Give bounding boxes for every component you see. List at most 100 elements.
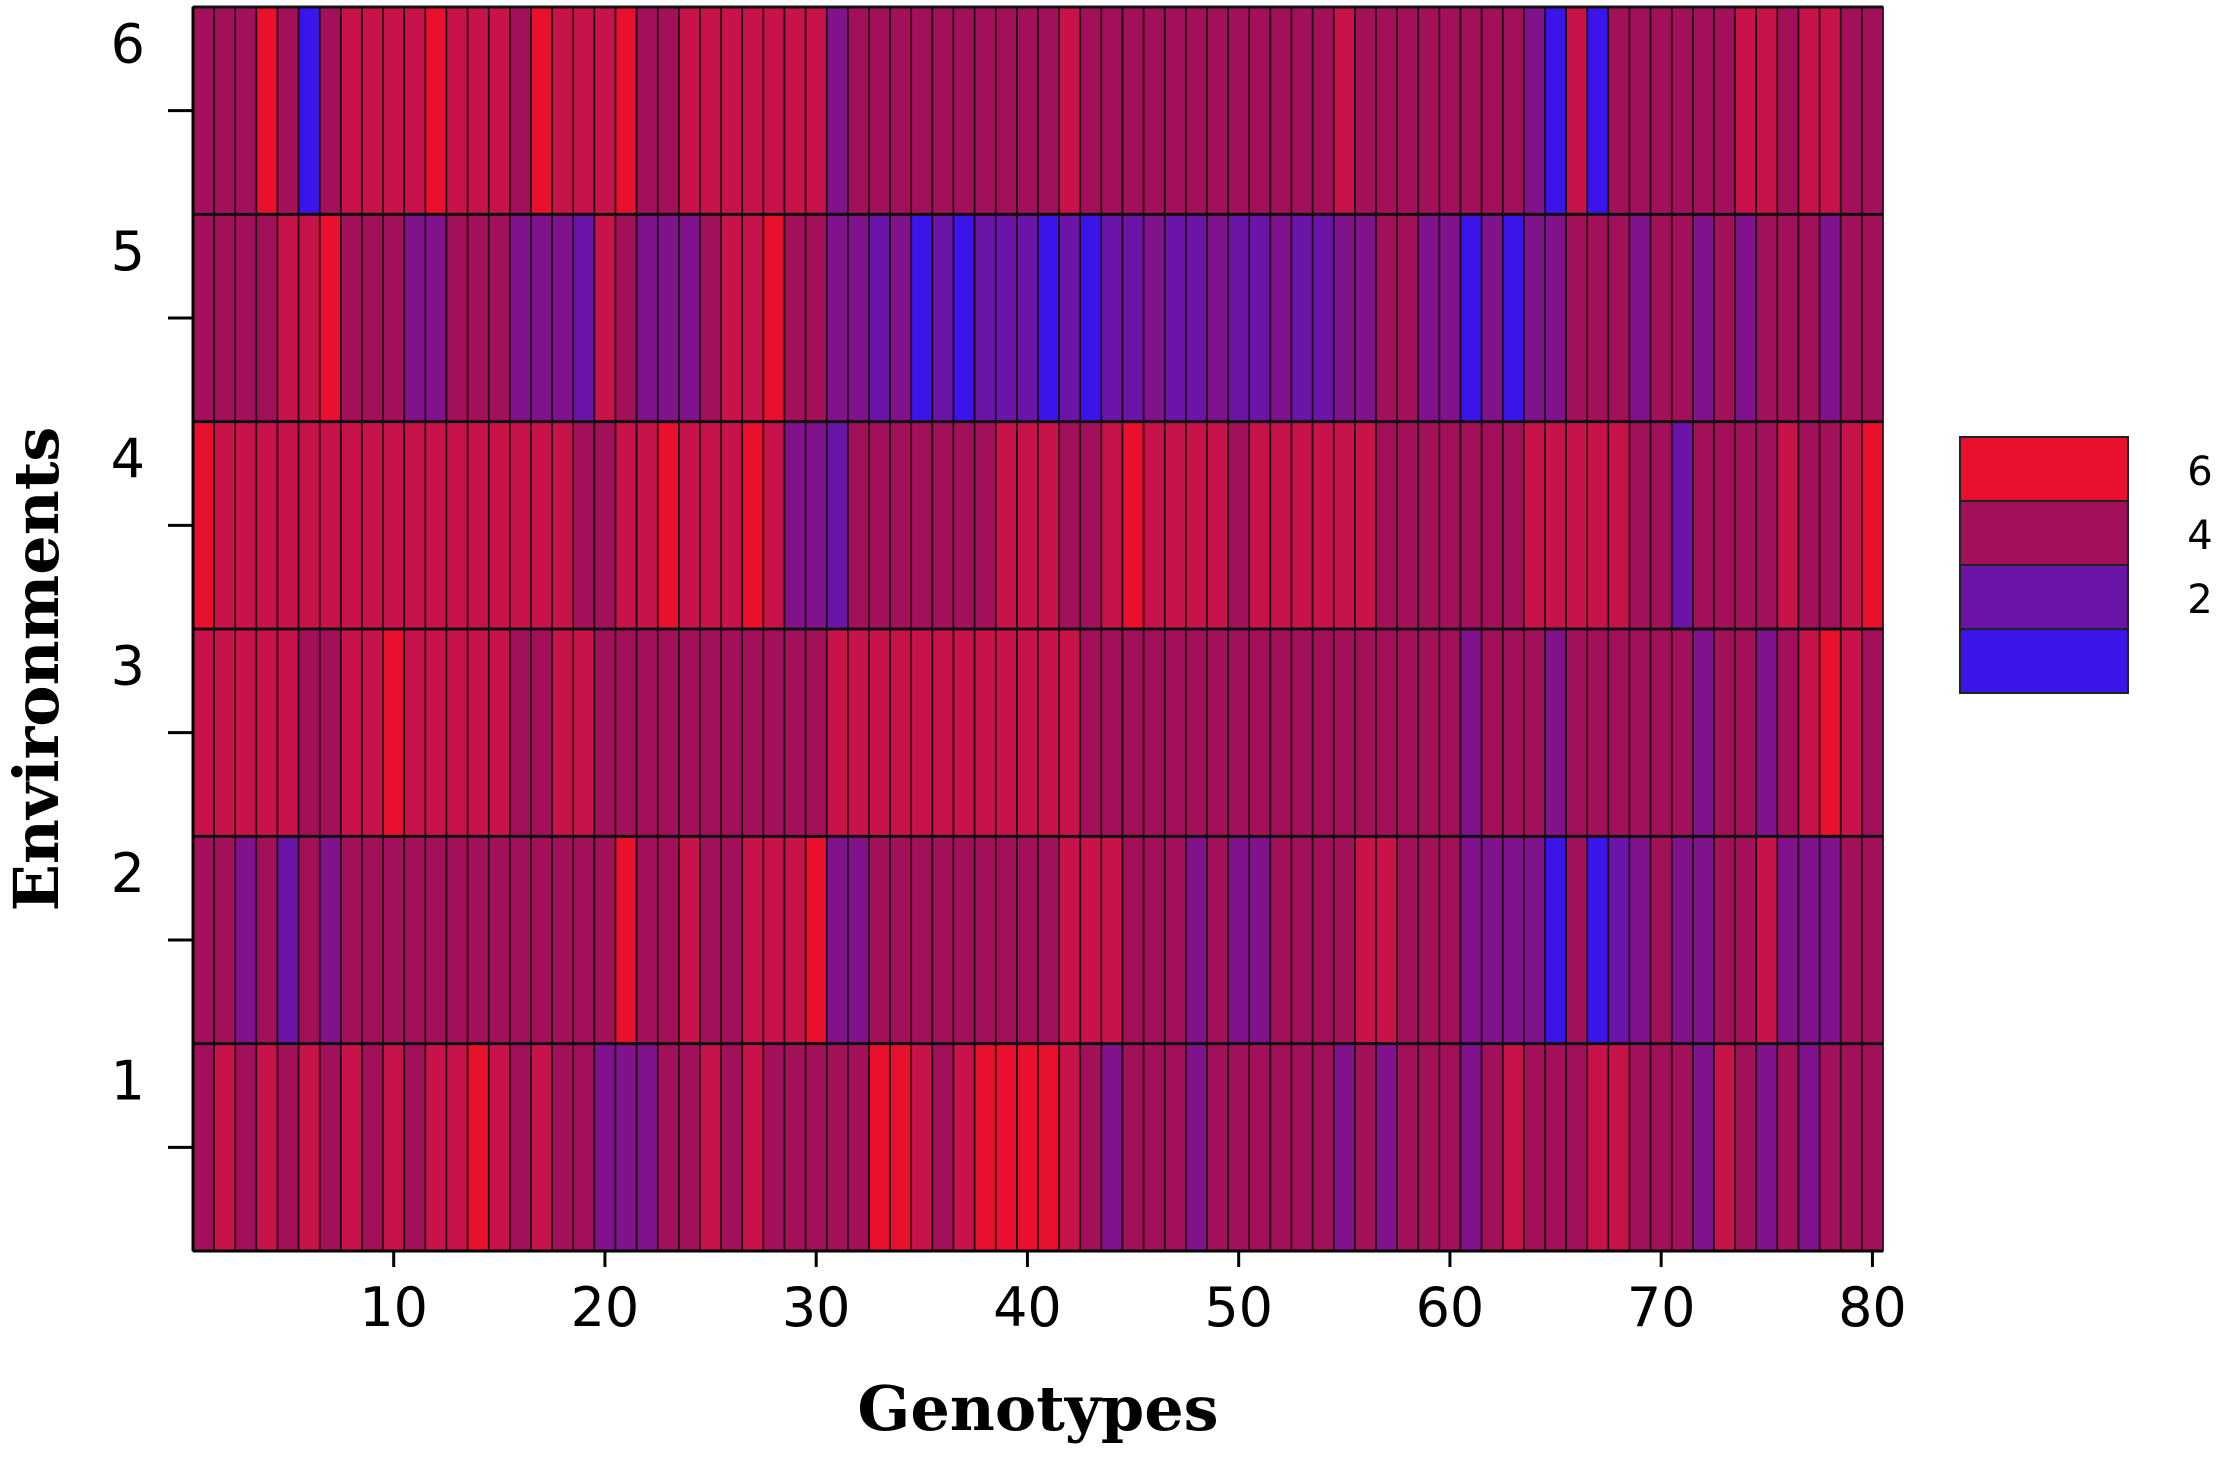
heatmap-cell-e5-g5: [276, 213, 300, 423]
heatmap-cell-e2-g53: [1290, 835, 1314, 1045]
heatmap-cell-e5-g43: [1079, 213, 1103, 423]
heatmap-cell-e1-g31: [825, 1042, 849, 1252]
heatmap-cell-e1-g79: [1839, 1042, 1863, 1252]
heatmap-cell-e4-g72: [1692, 420, 1715, 630]
heatmap-cell-e6-g47: [1163, 6, 1187, 216]
heatmap-cell-e4-g10: [382, 420, 406, 630]
heatmap-cell-e1-g50: [1227, 1042, 1251, 1252]
heatmap-cell-e2-g14: [466, 835, 490, 1045]
heatmap-cell-e6-g75: [1755, 6, 1779, 216]
heatmap-cell-e4-g59: [1417, 420, 1441, 630]
heatmap-cell-e2-g78: [1818, 835, 1842, 1045]
heatmap-cell-e1-g78: [1818, 1042, 1842, 1252]
heatmap-cell-e2-g67: [1586, 835, 1610, 1045]
heatmap-cell-e3-g30: [804, 628, 828, 838]
heatmap-cell-e1-g34: [889, 1042, 913, 1252]
heatmap-cell-e1-g51: [1248, 1042, 1272, 1252]
heatmap-cell-e4-g58: [1396, 420, 1420, 630]
heatmap-cell-e1-g45: [1121, 1042, 1145, 1252]
heatmap-cell-e6-g33: [868, 6, 891, 216]
heatmap-cell-e4-g79: [1839, 420, 1863, 630]
heatmap-cell-e6-g72: [1692, 6, 1715, 216]
heatmap-cell-e6-g39: [994, 6, 1018, 216]
heatmap-cell-e2-g69: [1628, 835, 1652, 1045]
heatmap-cell-e6-g8: [340, 6, 363, 216]
heatmap-cell-e6-g30: [804, 6, 828, 216]
heatmap-cell-e1-g23: [656, 1042, 680, 1252]
heatmap-cell-e5-g22: [635, 213, 659, 423]
heatmap-cell-e2-g46: [1142, 835, 1166, 1045]
heatmap-cell-e5-g80: [1861, 213, 1884, 423]
heatmap-cell-e1-g7: [318, 1042, 342, 1252]
heatmap-cell-e5-g36: [931, 213, 955, 423]
heatmap-cell-e5-g34: [889, 213, 913, 423]
heatmap-cell-e2-g54: [1311, 835, 1335, 1045]
heatmap-cell-e4-g48: [1185, 420, 1208, 630]
heatmap-cell-e3-g26: [720, 628, 744, 838]
heatmap-cell-e1-g70: [1649, 1042, 1673, 1252]
heatmap-cell-e3-g52: [1269, 628, 1293, 838]
heatmap-cell-e2-g77: [1797, 835, 1821, 1045]
heatmap-cell-e5-g62: [1480, 213, 1504, 423]
heatmap-cell-e4-g65: [1544, 420, 1567, 630]
heatmap-cell-e2-g56: [1354, 835, 1377, 1045]
heatmap-cell-e4-g15: [487, 420, 511, 630]
heatmap-cell-e2-g72: [1692, 835, 1715, 1045]
heatmap-cell-e6-g11: [403, 6, 427, 216]
heatmap-cell-e3-g28: [762, 628, 786, 838]
heatmap-cell-e4-g50: [1227, 420, 1251, 630]
heatmap-cell-e3-g54: [1311, 628, 1335, 838]
heatmap-cell-e1-g44: [1100, 1042, 1124, 1252]
heatmap-cell-e5-g61: [1459, 213, 1483, 423]
heatmap-cell-e2-g51: [1248, 835, 1272, 1045]
heatmap-cell-e2-g16: [509, 835, 532, 1045]
heatmap-cell-e4-g5: [276, 420, 300, 630]
heatmap-cell-e3-g11: [403, 628, 427, 838]
heatmap-cell-e6-g58: [1396, 6, 1420, 216]
heatmap-cell-e4-g43: [1079, 420, 1103, 630]
heatmap-cell-e3-g80: [1861, 628, 1884, 838]
heatmap-cell-e6-g67: [1586, 6, 1610, 216]
heatmap-cell-e2-g64: [1523, 835, 1546, 1045]
heatmap-cell-e1-g71: [1670, 1042, 1694, 1252]
heatmap-cell-e5-g63: [1501, 213, 1525, 423]
heatmap-cell-e4-g32: [847, 420, 870, 630]
heatmap-cell-e2-g9: [361, 835, 384, 1045]
heatmap-cell-e6-g79: [1839, 6, 1863, 216]
heatmap-cell-e4-g45: [1121, 420, 1145, 630]
legend-swatch: [1959, 500, 2129, 566]
heatmap-cell-e4-g18: [551, 420, 575, 630]
heatmap-cell-e5-g54: [1311, 213, 1335, 423]
heatmap-cell-e4-g25: [699, 420, 722, 630]
heatmap-cell-e6-g16: [509, 6, 532, 216]
heatmap-cell-e1-g14: [466, 1042, 490, 1252]
heatmap-cell-e1-g19: [572, 1042, 596, 1252]
heatmap-cell-e2-g57: [1375, 835, 1398, 1045]
heatmap-cell-e3-g64: [1523, 628, 1546, 838]
heatmap-cell-e1-g35: [910, 1042, 934, 1252]
heatmap-cell-e3-g31: [825, 628, 849, 838]
heatmap-cell-e3-g4: [255, 628, 279, 838]
heatmap-cell-e3-g10: [382, 628, 406, 838]
heatmap-cell-e6-g20: [593, 6, 617, 216]
heatmap-cell-e4-g17: [530, 420, 553, 630]
heatmap-cells: [192, 6, 1884, 1252]
heatmap-cell-e1-g15: [487, 1042, 511, 1252]
heatmap-cell-e1-g73: [1713, 1042, 1736, 1252]
heatmap-cell-e1-g17: [530, 1042, 553, 1252]
heatmap-cell-e5-g4: [255, 213, 279, 423]
heatmap-cell-e1-g80: [1861, 1042, 1884, 1252]
heatmap-cell-e5-g42: [1058, 213, 1082, 423]
heatmap-cell-e3-g73: [1713, 628, 1736, 838]
heatmap-cell-e1-g37: [952, 1042, 976, 1252]
heatmap-cell-e3-g7: [318, 628, 342, 838]
heatmap-cell-e4-g12: [424, 420, 448, 630]
axes: [191, 7, 1883, 1253]
heatmap-cell-e3-g55: [1332, 628, 1356, 838]
heatmap-cell-e6-g13: [445, 6, 469, 216]
heatmap-cell-e4-g53: [1290, 420, 1314, 630]
heatmap-cell-e1-g25: [699, 1042, 722, 1252]
heatmap-cell-e3-g76: [1776, 628, 1800, 838]
heatmap-cell-e1-g40: [1016, 1042, 1039, 1252]
